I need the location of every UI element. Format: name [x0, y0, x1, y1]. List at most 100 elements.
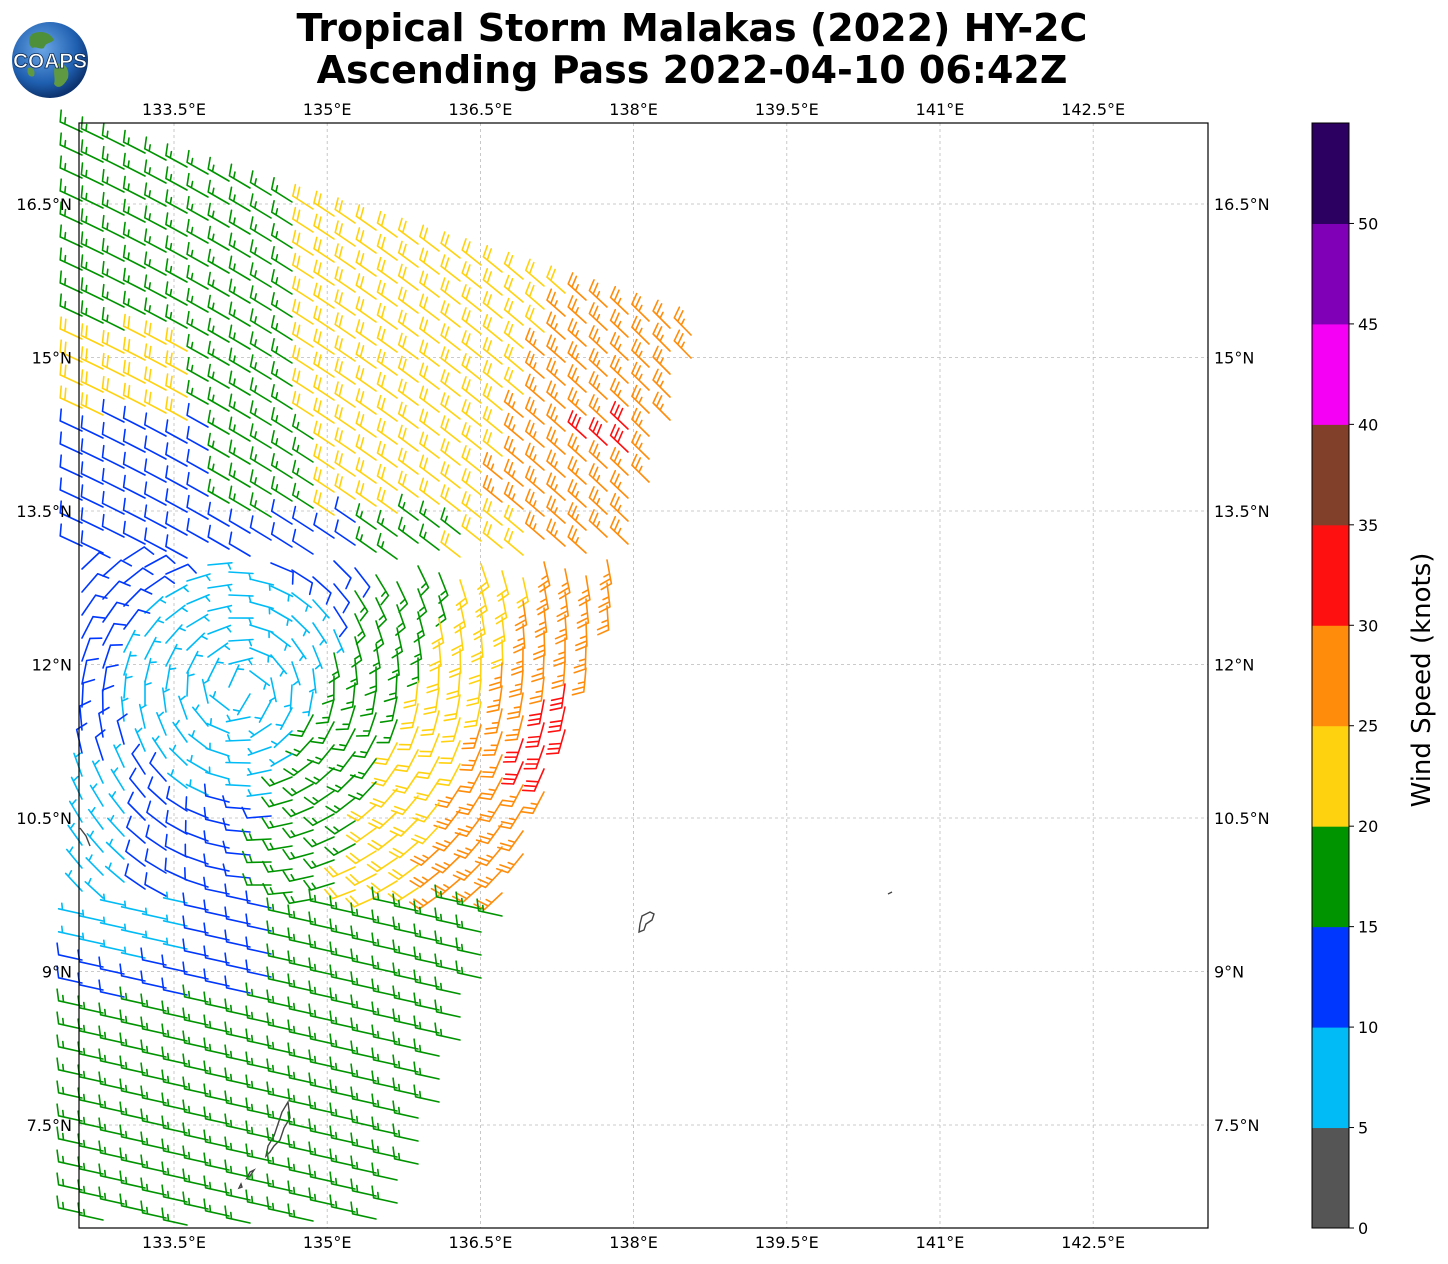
- wind-barb-icon: [546, 288, 566, 317]
- lon-tick-label-top: 142.5°E: [1061, 100, 1125, 119]
- wind-barb-icon: [410, 848, 440, 866]
- wind-barb-icon: [350, 948, 377, 967]
- wind-barb-icon: [270, 338, 293, 364]
- wind-barb-icon: [501, 761, 524, 785]
- wind-barb-icon: [56, 1080, 83, 1099]
- wind-barb-icon: [482, 731, 503, 756]
- wind-barb-icon: [172, 719, 188, 743]
- wind-barb-icon: [419, 316, 440, 344]
- wind-barb-icon: [186, 754, 209, 773]
- wind-barb-icon: [329, 918, 356, 937]
- wind-barb-icon: [673, 329, 692, 359]
- wind-barb-icon: [228, 393, 251, 419]
- wind-barb-icon: [270, 269, 293, 295]
- wind-barb-icon: [567, 318, 587, 347]
- wind-barb-icon: [503, 297, 524, 326]
- wind-barb-icon: [434, 930, 461, 949]
- lat-tick-label-right: 16.5°N: [1214, 195, 1270, 214]
- wind-barb-icon: [144, 616, 165, 637]
- wind-barb-icon: [207, 478, 230, 504]
- wind-barb-icon: [313, 351, 335, 378]
- wind-barb-icon: [371, 1185, 398, 1204]
- wind-barb-icon: [461, 307, 482, 335]
- wind-barb-icon: [520, 791, 545, 815]
- wind-barb-icon: [419, 293, 440, 321]
- wind-barb-icon: [355, 273, 377, 300]
- wind-barb-icon: [350, 1132, 377, 1151]
- wind-barb-icon: [525, 304, 545, 333]
- colorbar-segment: [1312, 826, 1349, 928]
- wind-barb-icon: [346, 804, 377, 822]
- wind-barb-icon: [249, 216, 272, 242]
- wind-barb-icon: [397, 470, 419, 498]
- wind-barb-icon: [119, 1009, 146, 1028]
- wind-barb-icon: [652, 391, 671, 421]
- wind-barb-icon: [521, 768, 545, 792]
- wind-barb-icon: [131, 743, 146, 775]
- wind-barb-icon: [413, 1061, 440, 1080]
- wind-barb-icon: [261, 817, 293, 829]
- wind-barb-icon: [245, 1097, 272, 1116]
- wind-barb-icon: [138, 703, 147, 729]
- wind-barb-icon: [329, 941, 356, 960]
- wind-barb-icon: [329, 964, 356, 983]
- colorbar-tick-label: 25: [1358, 717, 1378, 736]
- wind-barb-icon: [144, 389, 167, 414]
- wind-barb-icon: [122, 382, 146, 407]
- wind-barb-icon: [355, 457, 377, 484]
- wind-barb-icon: [376, 394, 398, 422]
- wind-barb-icon: [571, 667, 587, 696]
- wind-barb-icon: [165, 664, 177, 690]
- wind-barb-icon: [287, 950, 314, 969]
- wind-barb-icon: [434, 1022, 461, 1041]
- wind-barb-icon: [165, 350, 188, 375]
- wind-barb-icon: [165, 643, 183, 667]
- wind-barb-icon: [192, 704, 209, 727]
- wind-barb-icon: [525, 373, 545, 402]
- wind-barb-icon: [503, 366, 524, 395]
- wind-barb-icon: [397, 726, 419, 751]
- wind-barb-icon: [165, 442, 188, 467]
- wind-barb-icon: [333, 629, 345, 654]
- wind-barb-icon: [56, 1057, 83, 1076]
- wind-barb-icon: [334, 243, 356, 270]
- wind-barb-icon: [609, 515, 629, 545]
- wind-barb-icon: [262, 882, 293, 896]
- wind-barb-icon: [376, 348, 398, 376]
- lat-tick-label-left: 9°N: [42, 963, 72, 982]
- wind-barb-icon: [59, 132, 83, 156]
- wind-barb-icon: [245, 1074, 272, 1093]
- wind-barb-icon: [536, 584, 549, 616]
- lon-tick-label-top: 139.5°E: [755, 100, 819, 119]
- wind-barb-icon: [123, 673, 133, 699]
- wind-barb-icon: [371, 1139, 398, 1158]
- wind-barb-icon: [249, 469, 272, 495]
- wind-barb-icon: [108, 791, 125, 814]
- wind-barb-icon: [101, 214, 125, 239]
- wind-barb-icon: [207, 363, 230, 389]
- wind-barb-icon: [546, 495, 566, 524]
- wind-barb-icon: [308, 1003, 335, 1022]
- wind-barb-icon: [98, 706, 110, 738]
- wind-barb-icon: [101, 329, 125, 354]
- wind-barb-icon: [122, 336, 146, 361]
- wind-barb-icon: [80, 300, 104, 324]
- wind-barb-icon: [482, 290, 503, 319]
- wind-barb-icon: [228, 255, 251, 281]
- colorbar-tick-label: 15: [1358, 918, 1378, 937]
- wind-barb-icon: [461, 468, 482, 496]
- wind-barb-icon: [228, 657, 254, 666]
- wind-barb-icon: [423, 687, 440, 715]
- wind-barb-icon: [588, 394, 608, 423]
- wind-barb-icon: [144, 435, 167, 460]
- wind-barb-icon: [329, 1171, 356, 1190]
- wind-barb-icon: [446, 671, 461, 700]
- wind-barb-icon: [203, 830, 230, 849]
- wind-barb-icon: [270, 315, 293, 341]
- wind-barb-icon: [169, 744, 188, 766]
- wind-barb-icon: [101, 237, 125, 262]
- wind-barb-icon: [249, 446, 272, 472]
- wind-barb-icon: [395, 604, 406, 636]
- lon-tick-label-bottom: 138°E: [609, 1233, 658, 1252]
- wind-barb-icon: [146, 800, 167, 828]
